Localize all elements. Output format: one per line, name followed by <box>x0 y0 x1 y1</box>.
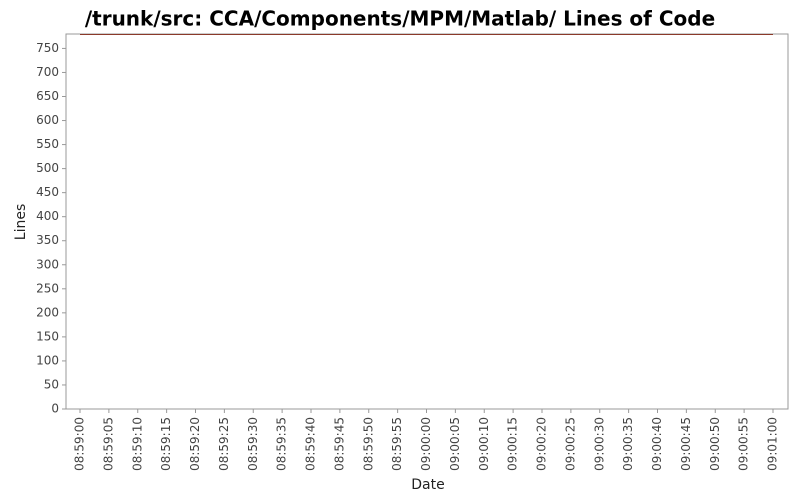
y-tick-label: 150 <box>36 329 59 343</box>
y-tick-label: 650 <box>36 89 59 103</box>
y-tick-label: 500 <box>36 161 59 175</box>
chart-title: /trunk/src: CCA/Components/MPM/Matlab/ L… <box>85 7 715 31</box>
x-tick-label: 09:00:25 <box>563 417 577 471</box>
y-tick-label: 600 <box>36 113 59 127</box>
x-tick-label: 09:00:15 <box>506 417 520 471</box>
y-tick-label: 300 <box>36 257 59 271</box>
y-axis-title: Lines <box>13 204 29 240</box>
x-tick-label: 08:59:45 <box>332 417 346 471</box>
x-tick-label: 08:59:25 <box>217 417 231 471</box>
x-tick-label: 08:59:20 <box>188 417 202 471</box>
y-tick-label: 750 <box>36 41 59 55</box>
x-tick-label: 08:59:00 <box>73 417 87 471</box>
x-tick-label: 09:00:20 <box>535 417 549 471</box>
x-tick-label: 09:00:45 <box>679 417 693 471</box>
y-tick-label: 450 <box>36 185 59 199</box>
x-tick-label: 09:00:50 <box>708 417 722 471</box>
y-tick-label: 250 <box>36 281 59 295</box>
x-tick-label: 08:59:55 <box>390 417 404 471</box>
x-tick-label: 08:59:05 <box>101 417 115 471</box>
x-tick-label: 08:59:30 <box>246 417 260 471</box>
y-tick-label: 200 <box>36 305 59 319</box>
x-tick-label: 08:59:40 <box>304 417 318 471</box>
y-tick-label: 550 <box>36 137 59 151</box>
x-tick-label: 09:00:30 <box>592 417 606 471</box>
x-tick-label: 09:00:35 <box>621 417 635 471</box>
x-tick-label: 08:59:35 <box>275 417 289 471</box>
x-tick-label: 09:01:00 <box>766 417 780 471</box>
y-tick-label: 350 <box>36 233 59 247</box>
x-tick-label: 08:59:50 <box>361 417 375 471</box>
y-tick-label: 100 <box>36 353 59 367</box>
x-tick-label: 08:59:10 <box>130 417 144 471</box>
x-tick-label: 08:59:15 <box>159 417 173 471</box>
y-tick-label: 0 <box>51 402 59 416</box>
y-tick-label: 700 <box>36 65 59 79</box>
x-tick-label: 09:00:05 <box>448 417 462 471</box>
x-tick-label: 09:00:40 <box>650 417 664 471</box>
x-axis-title: Date <box>411 477 444 493</box>
x-tick-label: 09:00:10 <box>477 417 491 471</box>
plot-area <box>65 33 789 410</box>
y-tick-label: 50 <box>44 377 59 391</box>
x-tick-label: 09:00:00 <box>419 417 433 471</box>
x-tick-label: 09:00:55 <box>737 417 751 471</box>
y-tick-label: 400 <box>36 209 59 223</box>
